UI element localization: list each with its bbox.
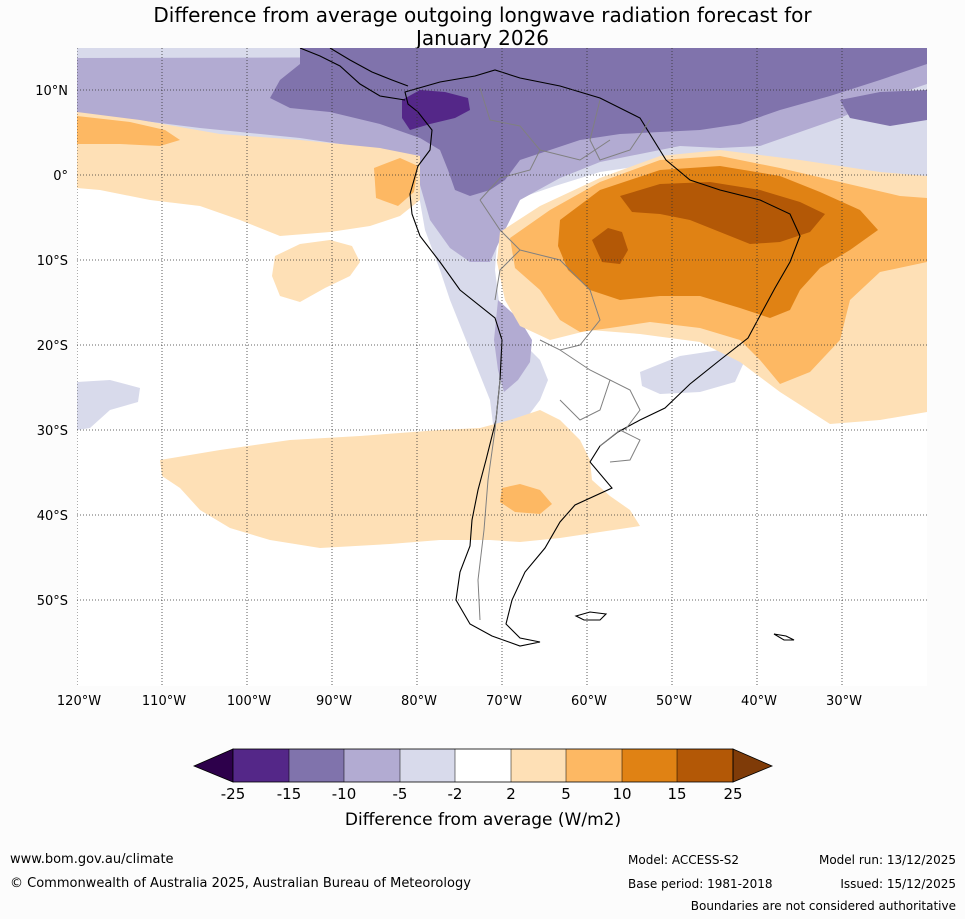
anomaly-region-darkpurple-east [840,90,927,126]
colorbar-bin-5 [455,749,511,782]
colorbar-tick-minus5: -5 [393,785,408,803]
chart-title: Difference from average outgoing longwav… [0,4,965,50]
colorbar: -25 -15 -10 -5 -2 2 5 10 15 25 Differenc… [192,748,774,830]
latitude-labels: 10°N 0° 10°S 20°S 30°S 40°S 50°S [35,84,68,609]
colorbar-tick-10: 10 [612,785,631,803]
lon-label-100w: 100°W [227,694,271,709]
anomaly-region-lightpurple-pacific [77,380,140,430]
lat-label-20s: 20°S [37,339,68,354]
footer-copyright: © Commonwealth of Australia 2025, Austra… [10,876,471,891]
lat-label-30s: 30°S [37,424,68,439]
footer-issued: Issued: 15/12/2025 [840,877,956,891]
central-america-coastline [299,48,406,101]
footer-base-period: Base period: 1981-2018 [628,877,773,891]
colorbar-tick-25: 25 [723,785,742,803]
boundary-venezuela-brazil [539,139,611,161]
lon-label-80w: 80°W [401,694,437,709]
lat-label-40s: 40°S [37,509,68,524]
title-line-1: Difference from average outgoing longwav… [153,3,812,27]
colorbar-bin-7 [566,749,622,782]
graticule [77,48,927,686]
boundary-uruguay [599,429,641,463]
colorbar-below-arrow [192,748,234,783]
colorbar-bin-9 [677,749,733,782]
colorbar-bin-8 [622,749,677,782]
colorbar-bin-3 [344,749,400,782]
footer-url[interactable]: www.bom.gov.au/climate [10,852,174,867]
footer-disclaimer: Boundaries are not considered authoritat… [690,899,956,913]
colorbar-tick-2: 2 [506,785,516,803]
anomaly-region-midpurple-coast [494,300,532,392]
boundary-brazil-argentina [609,379,641,431]
footer-model-run: Model run: 13/12/2025 [818,853,956,867]
lon-label-60w: 60°W [571,694,607,709]
boundary-argentina-chile [477,379,501,621]
south-america-coastline [404,69,801,647]
anomaly-region-peach-island [272,240,360,302]
coastlines [299,48,801,647]
map-panel [77,48,927,686]
lon-label-110w: 110°W [142,694,186,709]
longitude-labels: 120°W 110°W 100°W 90°W 80°W 70°W 60°W 50… [57,694,862,709]
colorbar-tick-5: 5 [561,785,571,803]
lon-label-90w: 90°W [316,694,352,709]
anomaly-region-darkorange-spot [592,228,628,264]
lon-label-50w: 50°W [656,694,692,709]
colorbar-bin-1 [233,749,289,782]
anomaly-region-deepviolet [402,90,470,130]
anomaly-region-peach-southern [160,410,640,548]
lat-label-10s: 10°S [37,254,68,269]
anomaly-region-lightorange-south [500,484,552,514]
colorbar-bin-2 [289,749,344,782]
lon-label-40w: 40°W [741,694,777,709]
colorbar-bin-4 [400,749,455,782]
colorbar-frame [232,748,734,783]
central-america-north-coastline [329,48,409,87]
lat-label-50s: 50°S [37,594,68,609]
south-georgia-outline [773,633,795,641]
lon-label-120w: 120°W [57,694,101,709]
boundary-paraguay [559,349,611,421]
lon-label-70w: 70°W [486,694,522,709]
anomaly-region-lightorange-west [77,116,180,146]
colorbar-tick-minus25: -25 [221,785,246,803]
anomaly-region-lightorange-coast [374,158,418,206]
lat-label-10n: 10°N [35,84,68,99]
colorbar-tick-minus2: -2 [448,785,463,803]
anomaly-region-darkpurple [270,48,927,196]
colorbar-bin-6 [511,749,566,782]
lat-label-0: 0° [53,169,68,184]
colorbar-title: Difference from average (W/m2) [345,810,621,830]
anomaly-region-darkorange [620,182,825,244]
colorbar-tick-minus10: -10 [332,785,357,803]
footer-model: Model: ACCESS-S2 [628,853,740,867]
lon-label-30w: 30°W [826,694,862,709]
boundary-guianas [589,99,651,161]
falkland-islands-outline [574,611,608,621]
positive-anomaly-fields [77,112,927,548]
colorbar-above-arrow [732,748,774,783]
colorbar-tick-15: 15 [667,785,686,803]
title-line-2: January 2026 [415,26,550,50]
colorbar-tick-minus15: -15 [277,785,302,803]
